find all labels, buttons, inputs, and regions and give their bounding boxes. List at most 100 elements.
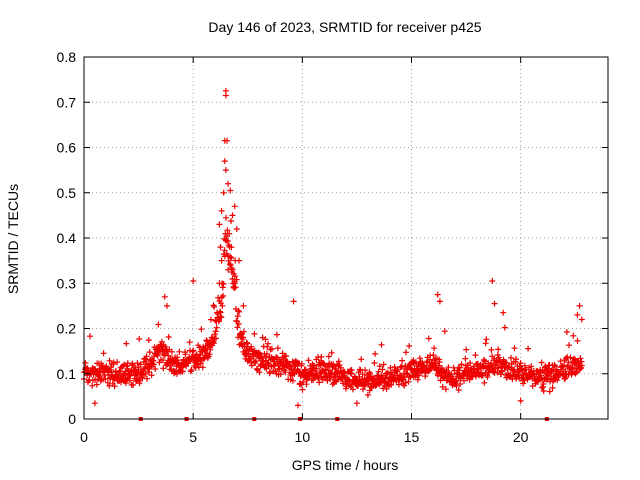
data-point bbox=[213, 324, 220, 331]
data-point bbox=[299, 386, 306, 393]
data-point bbox=[264, 343, 271, 350]
data-point bbox=[483, 336, 490, 343]
x-tick-label: 15 bbox=[404, 429, 420, 445]
data-point bbox=[540, 388, 547, 394]
data-point bbox=[337, 364, 344, 371]
data-point bbox=[503, 359, 510, 366]
data-point bbox=[453, 382, 460, 389]
data-point bbox=[456, 364, 463, 371]
data-point bbox=[540, 381, 547, 387]
data-point bbox=[173, 370, 180, 377]
data-point bbox=[243, 339, 250, 346]
data-point bbox=[387, 364, 394, 371]
data-point bbox=[416, 355, 423, 362]
data-point bbox=[233, 276, 240, 283]
data-point bbox=[434, 291, 441, 298]
data-point bbox=[376, 363, 383, 370]
data-point bbox=[160, 365, 167, 372]
data-point bbox=[188, 367, 195, 373]
data-point bbox=[262, 336, 269, 343]
data-point bbox=[228, 244, 235, 251]
data-point bbox=[367, 370, 374, 377]
data-point bbox=[194, 361, 201, 368]
data-point bbox=[439, 383, 446, 390]
data-point bbox=[482, 358, 488, 365]
x-tick-label: 10 bbox=[295, 429, 311, 445]
data-point bbox=[226, 261, 233, 268]
data-point bbox=[517, 397, 524, 404]
data-point bbox=[472, 352, 479, 359]
data-point bbox=[430, 352, 437, 359]
data-point bbox=[283, 353, 290, 359]
data-point bbox=[546, 388, 553, 395]
data-point bbox=[358, 356, 365, 363]
data-point bbox=[220, 281, 227, 287]
data-point bbox=[574, 337, 581, 344]
data-point bbox=[481, 379, 488, 386]
data-point bbox=[231, 203, 238, 210]
data-point bbox=[182, 351, 189, 358]
x-tick-label: 20 bbox=[513, 429, 529, 445]
data-point bbox=[217, 244, 224, 251]
data-point bbox=[380, 361, 387, 368]
data-point bbox=[318, 353, 325, 360]
data-point bbox=[552, 363, 559, 370]
data-point bbox=[126, 377, 133, 384]
data-point bbox=[91, 400, 98, 407]
data-point bbox=[123, 380, 129, 386]
data-point bbox=[571, 355, 577, 362]
data-point bbox=[220, 189, 227, 196]
data-point bbox=[551, 362, 558, 369]
data-point bbox=[492, 365, 499, 372]
data-point bbox=[224, 227, 231, 234]
data-point bbox=[325, 353, 332, 360]
data-point bbox=[462, 355, 469, 362]
data-point bbox=[222, 92, 229, 99]
data-point bbox=[455, 387, 462, 393]
data-point bbox=[371, 360, 378, 366]
data-point bbox=[403, 349, 409, 356]
data-point bbox=[549, 384, 556, 391]
data-point bbox=[165, 334, 172, 340]
data-point bbox=[372, 350, 379, 357]
data-point bbox=[161, 293, 168, 300]
data-point bbox=[142, 370, 149, 377]
data-point bbox=[290, 367, 297, 374]
data-point bbox=[224, 137, 230, 144]
data-point bbox=[221, 247, 228, 254]
data-point bbox=[208, 316, 214, 323]
data-point bbox=[231, 280, 238, 287]
data-point bbox=[320, 361, 327, 368]
x-tick-labels: 0 5 10 15 20 bbox=[80, 429, 529, 445]
data-point bbox=[219, 284, 226, 291]
data-point bbox=[375, 368, 382, 375]
data-point bbox=[332, 366, 339, 373]
data-point bbox=[414, 376, 421, 383]
data-point bbox=[565, 359, 572, 366]
data-point bbox=[228, 218, 234, 224]
data-point bbox=[218, 314, 225, 321]
y-tick-label: 0.8 bbox=[57, 49, 77, 65]
data-point bbox=[335, 358, 342, 365]
data-point bbox=[155, 321, 162, 328]
data-point bbox=[445, 364, 452, 371]
data-point bbox=[111, 383, 118, 390]
y-tick-label: 0.7 bbox=[57, 94, 77, 110]
data-point bbox=[573, 369, 580, 376]
data-point bbox=[316, 379, 323, 386]
y-tick-label: 0.5 bbox=[57, 185, 77, 201]
data-point bbox=[201, 346, 208, 353]
data-point bbox=[236, 257, 242, 264]
data-point bbox=[273, 331, 280, 338]
data-point bbox=[567, 354, 574, 361]
data-point bbox=[501, 324, 508, 331]
data-point bbox=[234, 313, 241, 320]
data-point bbox=[211, 331, 218, 338]
data-point bbox=[484, 374, 491, 380]
data-point bbox=[100, 350, 107, 357]
data-point bbox=[212, 328, 219, 335]
y-axis-label: SRMTID / TECUs bbox=[5, 184, 21, 294]
x-axis-label: GPS time / hours bbox=[292, 457, 399, 473]
data-point bbox=[360, 386, 366, 393]
data-point bbox=[225, 180, 232, 187]
